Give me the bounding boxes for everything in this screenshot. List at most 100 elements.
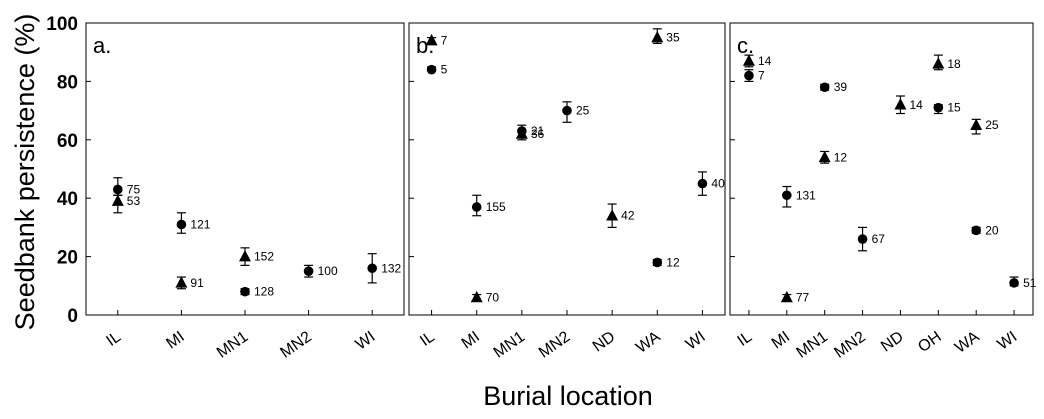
x-tick-label: MI [459,328,483,352]
x-tick-label: OH [915,328,944,356]
sample-size-label: 128 [254,285,274,299]
data-point-triangle [470,290,483,303]
x-tick-label: MN1 [491,328,529,361]
sample-size-label: 121 [190,217,210,231]
data-point-circle [744,70,754,81]
sample-size-label: 7 [441,34,448,48]
sample-size-label: 152 [254,250,274,264]
x-tick-label: IL [735,328,756,350]
sample-size-label: 15 [947,101,961,115]
x-tick-label: MI [163,328,187,352]
x-tick-label: MN2 [831,328,869,361]
data-point-circle [971,225,981,236]
data-point-circle [240,286,250,297]
sample-size-label: 35 [666,31,680,45]
x-tick-label: MN1 [794,328,832,361]
data-point-circle [176,219,187,230]
data-point-circle [819,82,830,93]
sample-size-label: 75 [127,182,141,196]
x-tick-label: MI [769,328,793,352]
x-tick-label: ND [590,328,619,355]
x-tick-label: MN2 [277,328,315,361]
x-tick-label: IL [103,328,124,350]
y-axis-title: Seedbank persistence (%) [10,14,40,331]
data-point-triangle [239,250,251,262]
panel-frame [85,22,405,316]
sample-size-label: 42 [621,209,635,223]
sample-size-label: 14 [758,54,772,68]
y-tick-label: 0 [67,306,78,327]
sample-size-label: 7 [758,69,765,83]
sample-size-label: 131 [796,188,816,202]
data-point-triangle [515,127,528,139]
sample-size-label: 20 [985,223,999,237]
panel-frame [408,22,726,316]
panel-label: a. [93,33,111,58]
sample-size-label: 91 [190,276,204,290]
x-tick-label: WA [633,328,664,357]
data-point-circle [471,202,482,212]
data-point-circle [113,184,123,195]
data-point-circle [652,257,663,268]
sample-size-label: 5 [441,63,448,77]
x-tick-label: WI [683,328,709,353]
panel-3: c.IL MI MN1 MN2 ND OH WA WI14713177391267141815… [729,22,1037,362]
sample-size-label: 25 [985,118,999,132]
sample-size-label: 12 [666,255,680,269]
sample-size-label: 14 [909,98,923,112]
sample-size-label: 18 [947,57,961,71]
y-tick-label: 40 [57,189,78,210]
sample-size-label: 70 [486,290,500,304]
data-point-circle [562,105,572,116]
sample-size-label: 53 [127,194,141,208]
data-point-triangle [818,150,831,163]
x-axis-title: Burial location [483,381,653,411]
sample-size-label: 25 [576,104,590,118]
x-tick-label: MN1 [214,328,252,361]
data-point-triangle [175,276,188,288]
data-point-triangle [606,209,619,221]
x-tick-label: WI [353,328,379,353]
sample-size-label: 39 [834,80,848,94]
sample-size-label: 155 [486,200,506,214]
y-tick-label: 20 [57,248,78,269]
panel-label: c. [737,33,754,58]
sample-size-label: 36 [531,127,545,141]
data-point-circle [367,263,378,274]
data-point-circle [933,102,944,113]
sample-size-label: 51 [1023,276,1037,290]
data-point-triangle [742,54,755,66]
data-point-triangle [780,290,793,303]
data-point-triangle [651,31,664,43]
data-point-circle [303,266,314,277]
data-point-circle [426,64,437,75]
x-tick-label: MN2 [536,328,574,361]
sample-size-label: 100 [318,264,338,278]
x-tick-label: IL [417,328,438,350]
data-point-circle [1009,278,1019,288]
sample-size-label: 21 [531,124,545,138]
data-point-circle [857,234,868,244]
sample-size-label: 67 [872,232,886,246]
sample-size-label: 132 [381,261,401,275]
data-point-triangle [425,33,438,46]
sample-size-label: 40 [711,177,725,191]
y-tick-label: 80 [57,72,78,93]
y-tick-label: 100 [46,14,78,35]
data-point-triangle [932,57,945,69]
y-tick-label: 60 [57,131,78,152]
data-point-circle [782,190,792,201]
x-tick-label: WI [995,328,1021,353]
sample-size-label: 12 [834,150,848,164]
data-point-triangle [894,98,907,110]
x-tick-label: WA [952,328,983,357]
data-point-circle [697,178,708,189]
x-tick-label: ND [878,328,907,355]
data-point-triangle [111,194,124,206]
sample-size-label: 77 [796,290,810,304]
panel-frame [729,22,1034,316]
